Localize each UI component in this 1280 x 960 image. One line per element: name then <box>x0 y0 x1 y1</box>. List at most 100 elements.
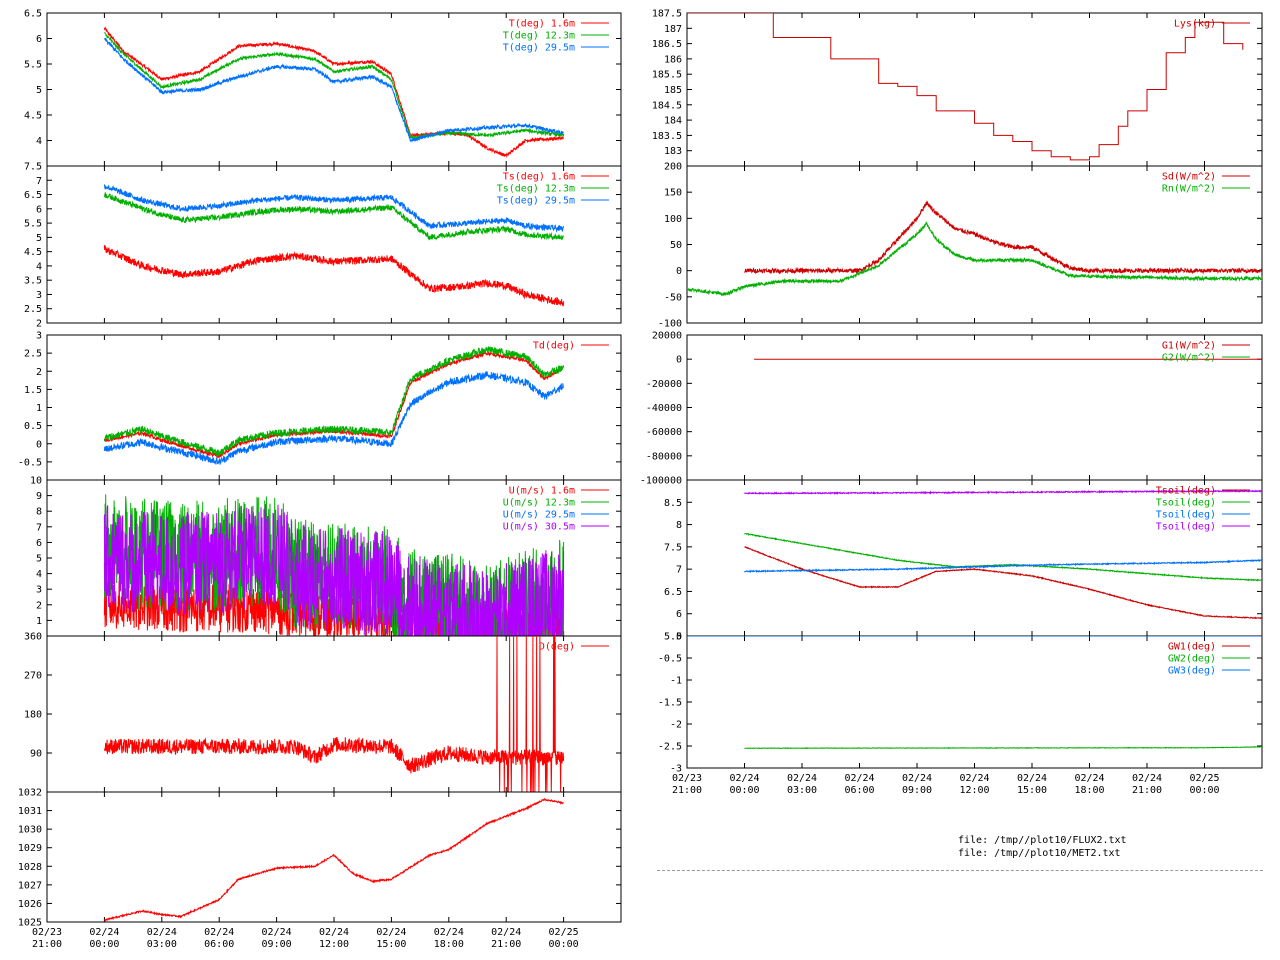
x-tick-label: 02/24 <box>204 927 234 938</box>
x-tick-label: 02/24 <box>729 773 759 784</box>
y-tick-label: 183.5 <box>652 131 682 142</box>
y-tick-label: -80000 <box>646 451 682 462</box>
legend-label: Lys(kg) <box>1174 19 1216 30</box>
y-tick-label: 7 <box>676 565 682 576</box>
y-tick-label: 1029 <box>18 843 42 854</box>
chart-panel-11: -3-2.5-2-1.5-1-0.5002/2321:0002/2400:000… <box>658 632 1263 796</box>
series-line-1 <box>744 546 1262 620</box>
legend-label: D(deg) <box>539 642 575 653</box>
x-tick-label: 21:00 <box>491 939 521 950</box>
y-tick-label: 1026 <box>18 899 42 910</box>
x-tick-label: 02/24 <box>787 773 817 784</box>
chart-panel-10: 5.566.577.588.5Tsoil(deg)Tsoil(deg)Tsoil… <box>664 479 1263 643</box>
x-tick-label: 02/24 <box>491 927 521 938</box>
file-label-met: file: /tmp//plot10/MET2.txt <box>958 848 1121 859</box>
legend-label: Rn(W/m^2) <box>1162 184 1216 195</box>
panel-frame <box>46 791 622 923</box>
x-tick-label: 12:00 <box>319 939 349 950</box>
chart-panel-1: 4 4.5 5 5.5 6 6.5 T(deg) 1.6mT(deg) 12.3mT(deg… <box>24 9 622 167</box>
legend-label: Sd(W/m^2) <box>1162 172 1216 183</box>
x-tick-label: 02/24 <box>1074 773 1104 784</box>
x-tick-label: 02/23 <box>672 773 702 784</box>
chart-panel-8: -100 -50 0 50 100 150 200 Sd(W/m^2)Rn(W/m^2) <box>658 162 1263 330</box>
y-tick-label: 4 <box>36 261 42 272</box>
series-line-3 <box>103 184 565 233</box>
y-tick-label: 1.5 <box>24 385 42 396</box>
legend-label: Tsoil(deg) <box>1156 486 1216 497</box>
y-tick-label: 0 <box>676 266 682 277</box>
x-tick-label: 21:00 <box>1132 785 1162 796</box>
x-tick-label: 02/24 <box>959 773 989 784</box>
y-tick-label: 6 <box>36 34 42 45</box>
y-tick-label: -40000 <box>646 403 682 414</box>
series-line-1 <box>104 797 564 922</box>
series-line-3 <box>104 37 564 143</box>
y-tick-label: -0.5 <box>18 457 42 468</box>
y-tick-label: 7.5 <box>24 162 42 173</box>
x-tick-label: 02/24 <box>1132 773 1162 784</box>
y-tick-label: 0.5 <box>24 421 42 432</box>
x-tick-label: 00:00 <box>729 785 759 796</box>
legend-label: T(deg) 1.6m <box>509 19 575 30</box>
y-tick-label: 1 <box>36 403 42 414</box>
x-tick-label: 00:00 <box>549 939 579 950</box>
legend-label: G2(W/m^2) <box>1162 353 1216 364</box>
y-tick-label: 5.5 <box>24 219 42 230</box>
y-tick-label: 1025 <box>18 918 42 929</box>
legend-label: U(m/s) 29.5m <box>503 510 575 521</box>
x-tick-label: 02/24 <box>434 927 464 938</box>
chart-panel-9: -100000 -80000 -60000 -40000 -20000 0 20000 G1(… <box>640 331 1263 487</box>
legend-label: GW1(deg) <box>1168 642 1216 653</box>
y-tick-label: 185 <box>664 85 682 96</box>
y-tick-label: 1032 <box>18 788 42 799</box>
y-tick-label: 7 <box>36 522 42 533</box>
series-line-3 <box>103 371 565 465</box>
series-line-2 <box>104 32 565 140</box>
y-tick-label: 3 <box>36 290 42 301</box>
x-tick-label: 02/24 <box>844 773 874 784</box>
y-tick-label: 3 <box>36 585 42 596</box>
y-tick-label: 180 <box>24 710 42 721</box>
series-line-1 <box>744 200 1262 275</box>
y-tick-label: 4 <box>36 136 42 147</box>
chart-panel-6: 1025102610271028102910301031103202/2321:… <box>18 788 622 950</box>
y-tick-label: 187.5 <box>652 9 682 20</box>
y-tick-label: -2 <box>670 720 682 731</box>
legend-label: GW3(deg) <box>1168 666 1216 677</box>
y-tick-label: 360 <box>24 632 42 643</box>
legend-label: U(m/s) 12.3m <box>503 498 575 509</box>
y-tick-label: 150 <box>664 188 682 199</box>
x-tick-label: 09:00 <box>262 939 292 950</box>
y-tick-label: 6 <box>36 204 42 215</box>
chart-panel-5: 90 180 270 360 D(deg) <box>24 632 622 793</box>
y-tick-label: 1030 <box>18 825 42 836</box>
y-tick-label: 0 <box>36 439 42 450</box>
y-tick-label: 6.5 <box>24 9 42 20</box>
series-line-4 <box>103 504 565 636</box>
y-tick-label: -100 <box>658 319 682 330</box>
file-list: file: /tmp//plot10/FLUX2.txt file: /tmp/… <box>958 834 1127 860</box>
separator-line <box>657 870 1263 871</box>
y-tick-label: -50 <box>664 292 682 303</box>
x-tick-label: 02/24 <box>376 927 406 938</box>
y-tick-label: -1.5 <box>658 698 682 709</box>
y-tick-label: 5.5 <box>24 60 42 71</box>
x-tick-label: 02/24 <box>1017 773 1047 784</box>
y-tick-label: 184.5 <box>652 100 682 111</box>
y-tick-label: 8 <box>676 520 682 531</box>
legend-label: Ts(deg) 29.5m <box>497 196 575 207</box>
series-line-2 <box>103 192 565 241</box>
y-tick-label: 2 <box>36 319 42 330</box>
x-tick-label: 00:00 <box>89 939 119 950</box>
chart-panel-7: 183 183.5 184 184.5 185 185.5 186 186.5 187 187.5… <box>652 9 1263 167</box>
series-line-2 <box>687 221 1262 297</box>
legend-label: Ts(deg) 1.6m <box>503 172 575 183</box>
y-tick-label: 187 <box>664 24 682 35</box>
y-tick-label: 1 <box>36 616 42 627</box>
y-tick-label: 5.5 <box>664 632 682 643</box>
x-tick-label: 18:00 <box>434 939 464 950</box>
y-tick-label: 186 <box>664 54 682 65</box>
x-tick-label: 21:00 <box>32 939 62 950</box>
legend-label: G1(W/m^2) <box>1162 341 1216 352</box>
